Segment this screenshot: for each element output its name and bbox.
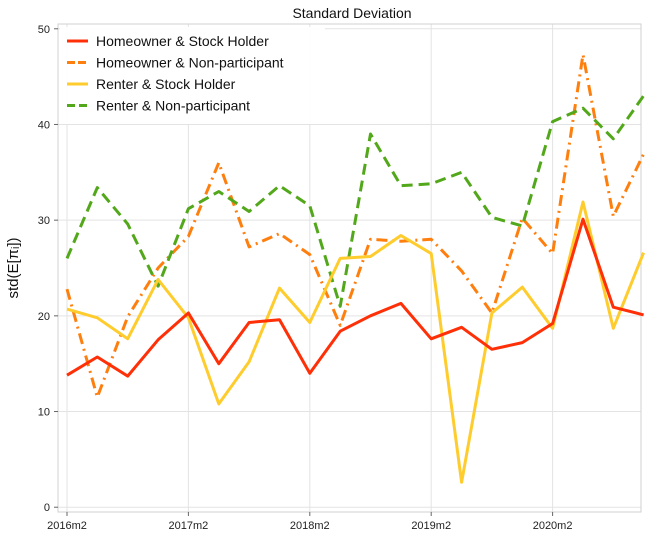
x-tick-label: 2020m2 (533, 520, 573, 532)
y-tick-label: 40 (38, 119, 50, 131)
series-layer (65, 53, 645, 484)
y-tick-label: 50 (38, 24, 50, 36)
legend-label: Homeowner & Non-participant (96, 55, 284, 71)
legend-label: Renter & Non-participant (96, 98, 250, 114)
series-line-0 (66, 217, 644, 378)
legend: Homeowner & Stock Holder Homeowner & Non-… (60, 27, 325, 124)
y-tick-label: 20 (38, 311, 50, 323)
chart-title: Standard Deviation (292, 5, 411, 21)
plot-frame (57, 23, 642, 513)
axis-layer: 0 10 20 30 40 50 2016m2 2017m2 2018m2 2019m2 2020m… (38, 24, 573, 532)
y-tick-label: 30 (38, 215, 50, 227)
x-tick-label: 2018m2 (290, 520, 330, 532)
legend-box (60, 27, 325, 124)
legend-label: Renter & Stock Holder (96, 76, 236, 92)
x-tick-label: 2019m2 (411, 520, 451, 532)
x-tick-label: 2017m2 (169, 520, 209, 532)
x-tick-label: 2016m2 (47, 520, 87, 532)
series-line-2 (66, 200, 645, 484)
y-axis-label: std(E[πᵢ]) (5, 237, 22, 298)
series-line-1 (65, 53, 645, 399)
legend-label: Homeowner & Stock Holder (96, 33, 269, 49)
y-tick-label: 10 (38, 407, 50, 419)
series-line-3 (65, 94, 645, 308)
y-tick-label: 0 (44, 502, 50, 514)
